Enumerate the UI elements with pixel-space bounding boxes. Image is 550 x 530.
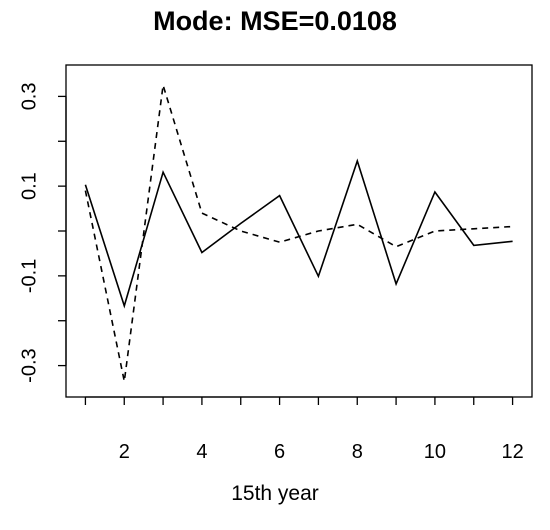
series-line-1	[84, 158, 513, 309]
y-tick-label: 0.1	[18, 172, 40, 200]
x-tick-label: 4	[196, 441, 207, 463]
y-axis: -0.3 -0.1 0.1 0.3	[18, 82, 67, 383]
plot-frame	[65, 64, 533, 398]
x-tick-label: 10	[424, 441, 446, 463]
x-tick-label: 8	[352, 441, 363, 463]
y-tick-label: 0.3	[18, 82, 40, 110]
y-tick-label: -0.1	[18, 259, 40, 293]
series-layer	[84, 84, 513, 382]
chart-title: Mode: MSE=0.0108	[153, 6, 397, 36]
x-tick-label: 2	[119, 441, 130, 463]
y-tick-label: -0.3	[18, 348, 40, 382]
x-tick-label: 6	[274, 441, 285, 463]
series-line-2	[84, 84, 513, 382]
x-axis-label: 15th year	[231, 482, 319, 505]
x-tick-label: 12	[501, 441, 523, 463]
x-axis: 2 4 6 8 10 12	[84, 396, 524, 463]
